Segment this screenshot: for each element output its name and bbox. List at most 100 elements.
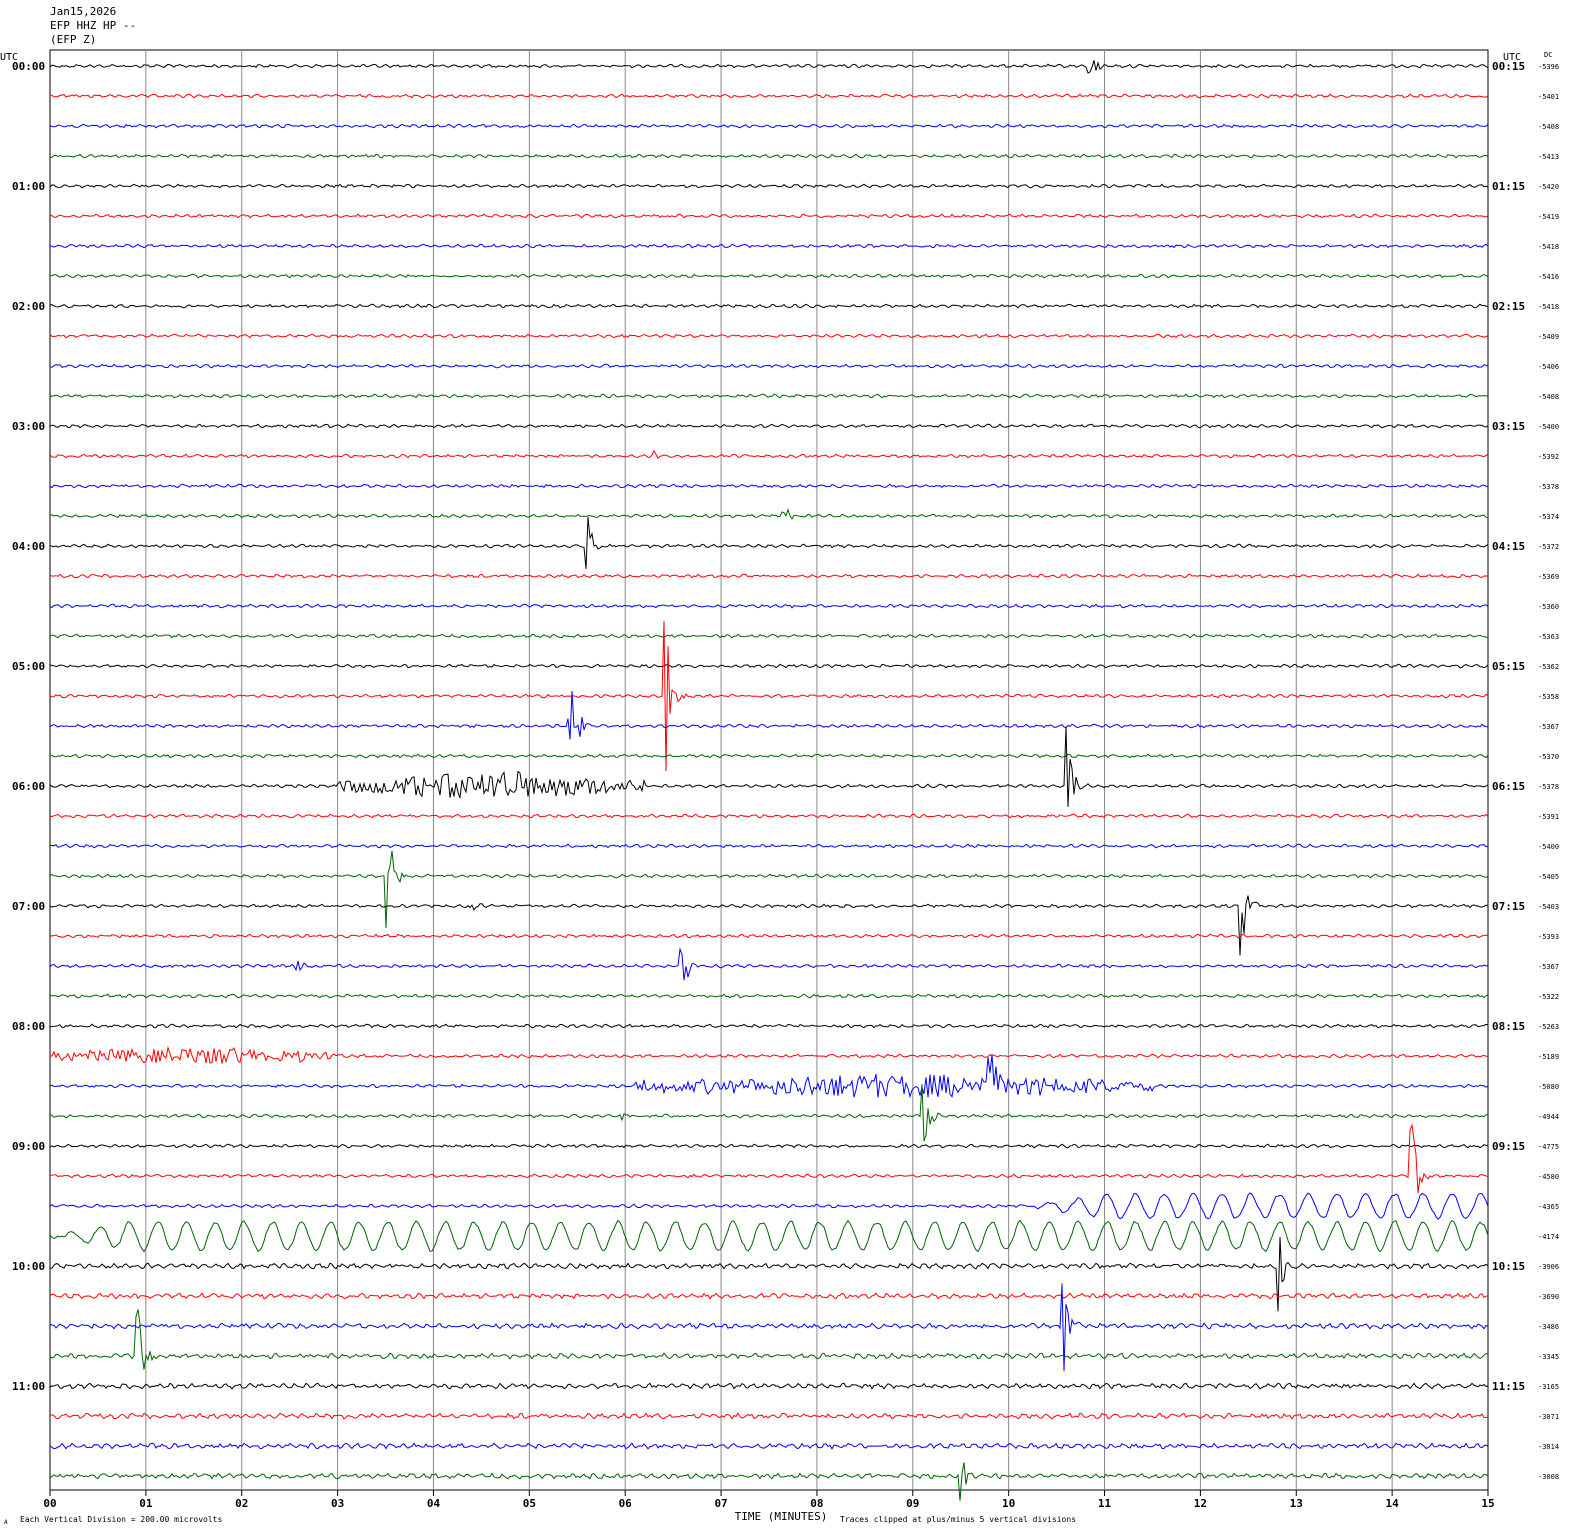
trace-row	[49, 393, 1489, 399]
left-hour-label: 10:00	[12, 1260, 45, 1273]
trace-row	[49, 303, 1489, 309]
left-hour-label: 01:00	[12, 180, 45, 193]
dc-value: -5378	[1538, 483, 1559, 491]
dc-value: -5363	[1538, 633, 1559, 641]
trace-row	[49, 1192, 1489, 1220]
trace-row	[49, 1412, 1489, 1420]
dc-value: -5358	[1538, 693, 1559, 701]
dc-value: -5408	[1538, 393, 1559, 401]
right-utc-label: UTC	[1503, 52, 1521, 63]
right-hour-label: 04:15	[1492, 540, 1525, 553]
dc-value: -5392	[1538, 453, 1559, 461]
dc-value: -5405	[1538, 873, 1559, 881]
x-axis-label: TIME (MINUTES)	[735, 1510, 828, 1523]
x-tick-label: 08	[810, 1497, 823, 1510]
left-hour-label: 06:00	[12, 780, 45, 793]
dc-value: -5370	[1538, 753, 1559, 761]
dc-value: -5391	[1538, 813, 1559, 821]
dc-value: -5409	[1538, 333, 1559, 341]
trace-row	[49, 423, 1489, 429]
trace-row	[49, 603, 1489, 609]
dc-value: -5393	[1538, 933, 1559, 941]
right-hour-label: 01:15	[1492, 180, 1525, 193]
left-hour-label: 07:00	[12, 900, 45, 913]
dc-value: -5372	[1538, 543, 1559, 551]
x-tick-label: 14	[1386, 1497, 1400, 1510]
header-date: Jan15,2026	[50, 5, 117, 18]
x-tick-label: 09	[906, 1497, 919, 1510]
right-hour-label: 11:15	[1492, 1380, 1525, 1393]
dc-value: -3014	[1538, 1443, 1559, 1451]
dc-value: -4944	[1538, 1113, 1559, 1121]
footer-scale-note: Each Vertical Division = 200.00 microvol…	[20, 1515, 222, 1524]
dc-value: -3906	[1538, 1263, 1559, 1271]
trace-row	[49, 93, 1489, 99]
dc-value: -5403	[1538, 903, 1559, 911]
left-hour-label: 09:00	[12, 1140, 45, 1153]
right-hour-label: 09:15	[1492, 1140, 1525, 1153]
dc-value: -5362	[1538, 663, 1559, 671]
trace-row	[49, 516, 1489, 569]
trace-row	[49, 690, 1489, 740]
trace-row	[49, 123, 1489, 129]
dc-value: -5400	[1538, 423, 1559, 431]
trace-row	[49, 1054, 1489, 1099]
trace-row	[49, 1045, 1489, 1064]
x-tick-label: 15	[1481, 1497, 1494, 1510]
trace-row	[49, 1309, 1489, 1370]
footer-clip-note: Traces clipped at plus/minus 5 vertical …	[840, 1515, 1076, 1524]
x-tick-label: 04	[427, 1497, 441, 1510]
trace-row	[49, 1219, 1489, 1253]
left-hour-label: 03:00	[12, 420, 45, 433]
trace-row	[49, 153, 1489, 159]
trace-row	[49, 843, 1489, 849]
trace-row	[49, 1236, 1489, 1312]
trace-row	[49, 483, 1489, 489]
dc-value: -4775	[1538, 1143, 1559, 1151]
right-hour-label: 00:15	[1492, 60, 1525, 73]
right-hour-label: 05:15	[1492, 660, 1525, 673]
dc-value: -3345	[1538, 1353, 1559, 1361]
left-utc-label: UTC	[0, 52, 18, 63]
trace-row	[49, 1283, 1489, 1371]
trace-row	[49, 850, 1489, 928]
footer-corner: A	[4, 1519, 8, 1526]
right-hour-label: 06:15	[1492, 780, 1525, 793]
left-hour-label: 00:00	[12, 60, 45, 73]
dc-value: -5360	[1538, 603, 1559, 611]
right-hour-label: 08:15	[1492, 1020, 1525, 1033]
dc-value: -3071	[1538, 1413, 1559, 1421]
trace-row	[49, 273, 1489, 279]
dc-value: -5419	[1538, 213, 1559, 221]
x-tick-label: 02	[235, 1497, 248, 1510]
left-hour-label: 05:00	[12, 660, 45, 673]
trace-row	[49, 60, 1489, 74]
dc-value: -5413	[1538, 153, 1559, 161]
trace-row	[49, 1143, 1489, 1149]
dc-value: -5418	[1538, 303, 1559, 311]
trace-row	[49, 947, 1489, 981]
trace-row	[49, 633, 1489, 639]
dc-value: -5374	[1538, 513, 1559, 521]
x-tick-label: 06	[619, 1497, 633, 1510]
dc-value: -5400	[1538, 843, 1559, 851]
dc-value: -5263	[1538, 1023, 1559, 1031]
right-hour-label: 03:15	[1492, 420, 1525, 433]
dc-value: -5406	[1538, 363, 1559, 371]
dc-value: -4365	[1538, 1203, 1559, 1211]
left-hour-label: 02:00	[12, 300, 45, 313]
x-tick-label: 11	[1098, 1497, 1112, 1510]
trace-row	[49, 813, 1489, 819]
trace-row	[49, 573, 1489, 579]
trace-row	[49, 895, 1488, 956]
trace-row	[49, 620, 1489, 772]
dc-value: -5408	[1538, 123, 1559, 131]
trace-row	[50, 363, 1489, 369]
trace-row	[49, 663, 1489, 669]
dc-value: -5418	[1538, 243, 1559, 251]
x-tick-label: 03	[331, 1497, 344, 1510]
right-hour-label: 02:15	[1492, 300, 1525, 313]
dc-value: -3165	[1538, 1383, 1559, 1391]
dc-value: -5080	[1538, 1083, 1559, 1091]
